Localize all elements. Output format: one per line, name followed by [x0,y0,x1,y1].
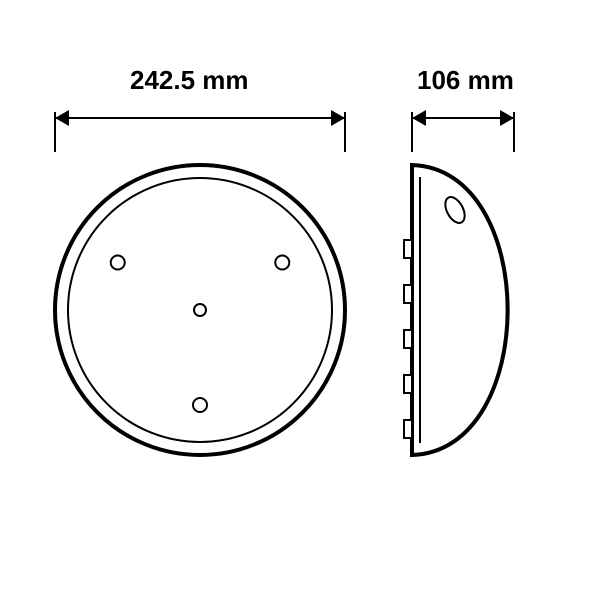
side-tab-2 [404,330,412,348]
front-arrow-right [331,110,345,126]
side-tab-3 [404,375,412,393]
drawing-canvas: 242.5 mm 106 mm [0,0,600,600]
drawing-svg [0,0,600,600]
side-profile [412,165,508,455]
side-tab-1 [404,285,412,303]
side-arrow-right [500,110,514,126]
front-arrow-left [55,110,69,126]
side-tab-4 [404,420,412,438]
side-arrow-left [412,110,426,126]
side-tab-0 [404,240,412,258]
